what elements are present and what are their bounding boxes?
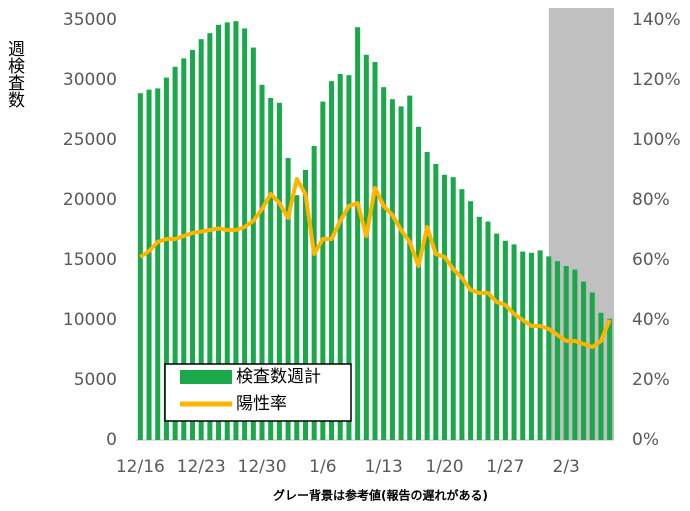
bar	[285, 158, 291, 440]
legend-label: 検査数週計	[236, 367, 321, 387]
y2-tick-label: 0%	[632, 430, 659, 450]
bar	[207, 33, 213, 440]
y-tick-label: 0	[106, 430, 117, 450]
bar	[520, 251, 526, 440]
bar	[572, 269, 578, 440]
bar	[372, 62, 378, 440]
bar	[589, 292, 595, 440]
bar	[337, 74, 343, 440]
bar	[389, 99, 395, 440]
y2-tick-label: 140%	[632, 10, 681, 30]
bar	[146, 89, 152, 440]
bar-layer	[136, 21, 614, 441]
y2-tick-label: 60%	[632, 250, 670, 270]
bar	[363, 54, 369, 441]
x-tick-label: 1/6	[309, 457, 336, 477]
y-tick-label: 20000	[63, 190, 117, 210]
bar	[242, 28, 248, 441]
annotation: グレー背景は参考値(報告の遅れがある)	[273, 488, 488, 503]
x-tick-label: 1/13	[365, 457, 403, 477]
legend-label: 陽性率	[236, 394, 287, 414]
bar	[607, 318, 613, 440]
y2-tick-label: 80%	[632, 190, 670, 210]
bar	[398, 106, 404, 441]
bar	[163, 77, 169, 440]
line	[139, 177, 612, 349]
bar	[268, 98, 274, 440]
bar	[528, 252, 534, 440]
bar	[476, 216, 482, 440]
x-tick-label: 12/30	[238, 457, 287, 477]
bar	[537, 250, 543, 440]
text-layer: 0 5000 10000 15000 20000 25000 30000 35000 0% 20%…	[4, 10, 681, 477]
y-tick-label: 15000	[63, 250, 117, 270]
bar	[442, 174, 448, 441]
y-tick-label: 30000	[63, 70, 117, 90]
x-tick-label: 2/3	[553, 457, 580, 477]
bar	[216, 24, 222, 441]
y2-tick-label: 120%	[632, 70, 681, 90]
bar	[259, 84, 265, 441]
y-axis-label: 週検査数	[4, 40, 25, 108]
bar	[546, 256, 552, 440]
bar	[302, 170, 308, 440]
bar	[468, 201, 474, 440]
y2-tick-label: 100%	[632, 130, 681, 150]
y-tick-label: 10000	[63, 310, 117, 330]
bar	[450, 177, 456, 440]
x-tick-label: 1/27	[486, 457, 524, 477]
legend-swatch	[180, 370, 232, 384]
bar	[172, 66, 178, 441]
bar	[459, 189, 465, 440]
y2-tick-label: 20%	[632, 370, 670, 390]
bar	[311, 146, 317, 440]
bar	[598, 312, 604, 440]
bar	[294, 195, 300, 440]
bar	[554, 261, 561, 440]
bar	[198, 39, 204, 440]
y2-tick-label: 40%	[632, 310, 670, 330]
bar	[381, 87, 387, 440]
bar	[424, 152, 430, 440]
bar	[415, 126, 421, 441]
bar	[346, 75, 352, 440]
bar	[355, 27, 361, 440]
bar	[485, 221, 491, 440]
bar	[320, 101, 326, 440]
bar	[407, 95, 413, 440]
bar	[511, 244, 517, 440]
y-tick-label: 5000	[74, 370, 117, 390]
x-tick-label: 12/16	[116, 457, 165, 477]
x-tick-label: 1/20	[425, 457, 463, 477]
line-layer	[139, 177, 612, 349]
y-tick-label: 35000	[63, 10, 117, 30]
bar	[181, 58, 187, 441]
bar	[502, 240, 508, 440]
bar	[155, 88, 161, 441]
bar	[250, 47, 256, 440]
bar	[433, 164, 439, 440]
bar	[137, 93, 143, 440]
bar	[563, 266, 569, 440]
x-tick-label: 12/23	[177, 457, 226, 477]
bar	[189, 50, 196, 440]
bar	[329, 81, 335, 440]
bar	[581, 281, 587, 440]
bar	[276, 102, 282, 441]
y-tick-label: 25000	[63, 130, 117, 150]
bar	[494, 233, 500, 440]
